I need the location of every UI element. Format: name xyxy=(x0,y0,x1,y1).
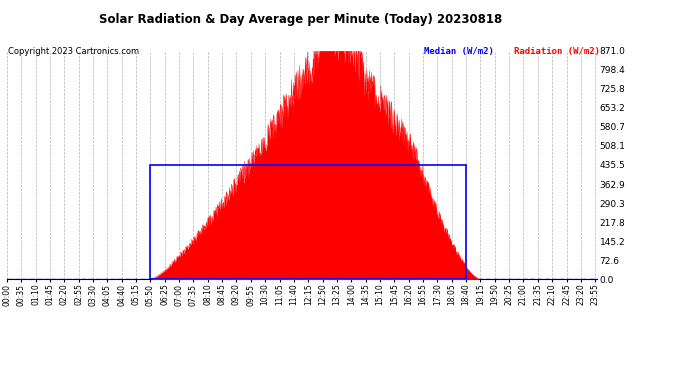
Text: Radiation (W/m2): Radiation (W/m2) xyxy=(514,47,600,56)
Bar xyxy=(150,165,466,279)
Text: Solar Radiation & Day Average per Minute (Today) 20230818: Solar Radiation & Day Average per Minute… xyxy=(99,13,502,26)
Text: Copyright 2023 Cartronics.com: Copyright 2023 Cartronics.com xyxy=(8,47,139,56)
Text: Median (W/m2): Median (W/m2) xyxy=(424,47,494,56)
